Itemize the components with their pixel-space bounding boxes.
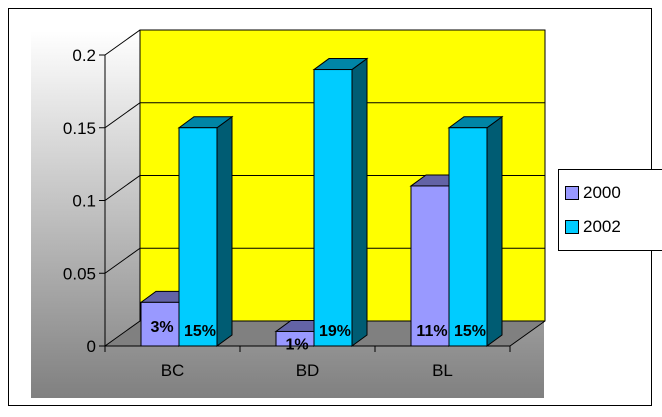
gridlines [104,29,546,347]
data-label-bd-2002: 19% [319,323,351,340]
y-tick-label: 0.05 [63,264,96,283]
legend-swatch-2000 [565,186,579,200]
y-tick-label: 0.15 [63,119,96,138]
data-label-bl-2002: 15% [454,323,486,340]
x-tick-label: BC [161,361,185,380]
x-tick-label: BD [296,361,320,380]
legend: 2000 2002 [558,169,662,251]
wall-outline [139,29,546,347]
data-label-bl-2000: 11% [416,323,447,340]
legend-swatch-2002 [565,220,579,234]
bar-bd-2002 [312,57,369,347]
data-label-bc-2000: 3% [150,319,173,336]
y-axis: 0 0.05 0.1 0.15 0.2 [63,46,106,356]
y-tick-label: 0 [87,337,96,356]
x-axis: BC BD BL [104,345,511,380]
legend-label-2000: 2000 [583,183,621,202]
bar-bl-2002 [447,115,504,347]
x-tick-label: BL [432,361,453,380]
data-labels: 3% 15% 1% 19% 11% 15% [150,319,486,353]
legend-item-2002: 2002 [565,216,621,238]
y-tick-label: 0.2 [72,46,96,65]
legend-item-2000: 2000 [565,182,621,204]
data-label-bc-2002: 15% [184,323,216,340]
data-label-bd-2000: 1% [285,336,308,353]
bars [139,57,504,347]
y-tick-label: 0.1 [72,192,96,211]
bar-bc-2002 [177,115,234,347]
legend-label-2002: 2002 [583,217,621,236]
